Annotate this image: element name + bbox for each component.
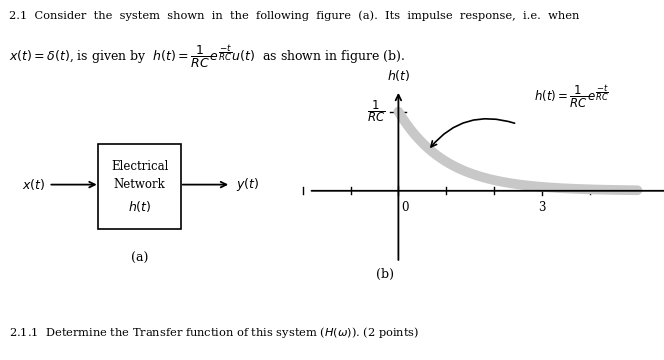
Text: Electrical: Electrical: [111, 160, 169, 174]
Text: $\dfrac{1}{RC}$: $\dfrac{1}{RC}$: [367, 99, 385, 125]
Text: 0: 0: [401, 201, 409, 214]
Text: Network: Network: [114, 178, 165, 191]
Text: $h(t)=\dfrac{1}{RC}e^{\dfrac{-t}{RC}}$: $h(t)=\dfrac{1}{RC}e^{\dfrac{-t}{RC}}$: [534, 83, 609, 110]
Text: $x(t)$: $x(t)$: [22, 177, 45, 192]
FancyBboxPatch shape: [98, 144, 181, 229]
Text: (a): (a): [131, 252, 149, 265]
Text: 2.1  Consider  the  system  shown  in  the  following  figure  (a).  Its  impuls: 2.1 Consider the system shown in the fol…: [9, 11, 579, 21]
Text: 2.1.1  Determine the Transfer function of this system ($H(\omega)$). (2 points): 2.1.1 Determine the Transfer function of…: [9, 325, 419, 340]
Text: 3: 3: [538, 201, 546, 214]
Text: $x(t)=\delta(t)$, is given by  $h(t)=\dfrac{1}{RC}e^{\dfrac{-t}{RC}}u(t)$  as sh: $x(t)=\delta(t)$, is given by $h(t)=\dfr…: [9, 43, 405, 70]
Text: (b): (b): [376, 268, 394, 281]
Text: $y(t)$: $y(t)$: [236, 176, 259, 193]
Text: $h(t)$: $h(t)$: [386, 68, 410, 83]
Text: $h(t)$: $h(t)$: [128, 199, 151, 214]
